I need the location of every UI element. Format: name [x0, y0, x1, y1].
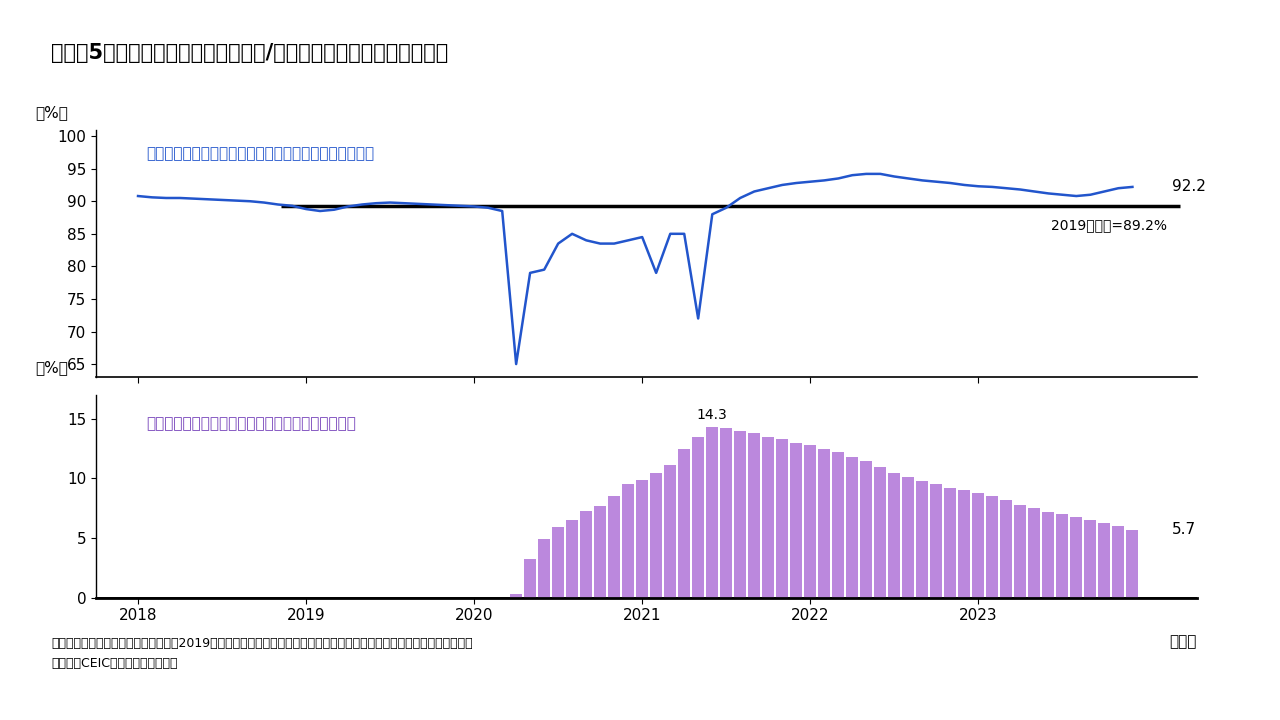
Bar — [692, 437, 704, 598]
Bar — [1084, 520, 1097, 598]
Text: （注）超過貯蓄は、実際の貯蓄額と、2019年における消費性向の平均水準がコロナ禍後も続いた場合の貯蓄額との差額。: （注）超過貯蓄は、実際の貯蓄額と、2019年における消費性向の平均水準がコロナ禍… — [51, 637, 472, 650]
Text: 米国家計の消費性向（可処分所得に占める消費の割合）: 米国家計の消費性向（可処分所得に占める消費の割合） — [146, 146, 375, 161]
Bar — [552, 527, 564, 598]
Bar — [986, 496, 998, 598]
Bar — [1001, 500, 1012, 598]
Bar — [1028, 508, 1041, 598]
Text: 92.2: 92.2 — [1171, 179, 1206, 194]
Bar — [945, 488, 956, 598]
Text: （%）: （%） — [36, 360, 68, 375]
Bar — [818, 449, 831, 598]
Bar — [804, 445, 817, 598]
Bar — [1098, 523, 1111, 598]
Bar — [973, 492, 984, 598]
Bar — [721, 428, 732, 598]
Text: 米国家計の超過貯蓄の年間民間消費額に対する比率: 米国家計の超過貯蓄の年間民間消費額に対する比率 — [146, 417, 356, 431]
Bar — [538, 539, 550, 598]
Text: 14.3: 14.3 — [696, 408, 727, 423]
Bar — [511, 594, 522, 598]
Bar — [959, 490, 970, 598]
Bar — [594, 506, 607, 598]
Text: （年）: （年） — [1170, 634, 1197, 649]
Bar — [1014, 505, 1027, 598]
Bar — [762, 437, 774, 598]
Bar — [650, 472, 662, 598]
Bar — [888, 472, 900, 598]
Bar — [1070, 516, 1083, 598]
Bar — [707, 427, 718, 598]
Bar — [735, 431, 746, 598]
Bar — [1042, 512, 1055, 598]
Bar — [524, 559, 536, 598]
Bar — [860, 461, 872, 598]
Bar — [636, 480, 648, 598]
Bar — [832, 452, 845, 598]
Bar — [1056, 514, 1069, 598]
Text: 2019年平均=89.2%: 2019年平均=89.2% — [1051, 218, 1166, 232]
Bar — [749, 433, 760, 598]
Bar — [874, 467, 886, 598]
Bar — [566, 520, 579, 598]
Bar — [580, 510, 593, 598]
Bar — [846, 457, 859, 598]
Bar — [790, 443, 803, 598]
Bar — [622, 485, 635, 598]
Text: （%）: （%） — [36, 104, 68, 120]
Bar — [902, 477, 914, 598]
Bar — [678, 449, 690, 598]
Bar — [608, 496, 621, 598]
Text: 5.7: 5.7 — [1171, 522, 1196, 537]
Bar — [776, 439, 788, 598]
Text: （図表5）米国家計の消費性向（消費/可処分所得）と超過貯蓄の推移: （図表5）米国家計の消費性向（消費/可処分所得）と超過貯蓄の推移 — [51, 43, 448, 63]
Text: （出所）CEICよりインベスコ作成: （出所）CEICよりインベスコ作成 — [51, 657, 178, 670]
Bar — [1112, 526, 1124, 598]
Bar — [664, 465, 676, 598]
Bar — [931, 485, 942, 598]
Bar — [916, 481, 928, 598]
Bar — [1126, 530, 1138, 598]
